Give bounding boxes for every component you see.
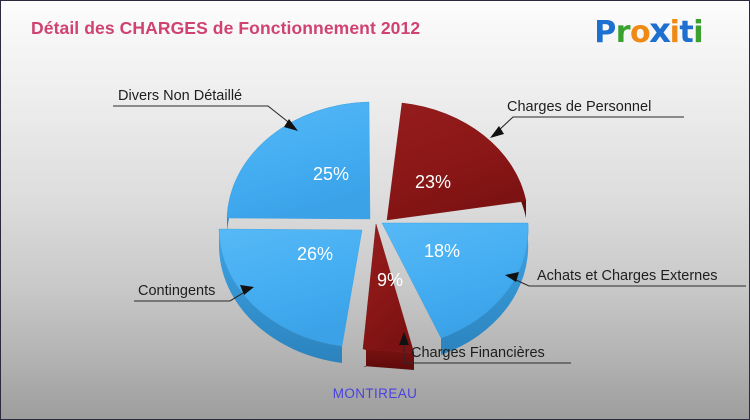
pie-slice-personnel[interactable]: 23% [386,102,527,221]
callout-financieres-arrow [399,332,409,345]
pie-slice-achats[interactable]: 18% [381,222,529,355]
callout-achats-label: Achats et Charges Externes [537,268,718,284]
callout-contingents[interactable]: Contingents [134,283,254,302]
callout-contingents-arrow [240,285,254,295]
pie-slice-financieres-value: 9% [377,270,403,290]
logo-letter-x: x [649,11,671,51]
pie-slice-contingents-top [218,228,363,347]
logo-letter-o: o [630,15,651,50]
pie-slice-achats-value: 18% [424,241,460,261]
logo-letter-p: P [594,15,616,50]
callout-contingents-label: Contingents [138,283,215,299]
callout-personnel[interactable]: Charges de Personnel [490,99,684,138]
logo-letter-i1: i [669,15,680,50]
callout-divers-leader [113,105,293,126]
logo-letter-r: r [615,15,631,50]
pie-slice-divers-value: 25% [313,164,349,184]
pie-slice-contingents-value: 26% [297,244,333,264]
callout-achats-arrow [505,272,519,282]
pie-slice-personnel-top [386,102,527,221]
page-title: Détail des CHARGES de Fonctionnement 201… [31,18,421,38]
callout-divers[interactable]: Divers Non Détaillé [113,88,298,131]
pie-slice-achats-top [381,222,529,339]
logo-letter-t: t [679,15,694,50]
callout-divers-arrow [284,119,298,131]
pie-slice-achats-side [441,223,529,355]
callout-contingents-leader [134,292,244,302]
callout-financieres-label: Charges Financières [411,345,545,361]
footer-city-name: MONTIREAU [332,386,418,401]
callout-financieres-leader [403,342,571,364]
pie-slice-financieres-top [362,223,415,354]
logo-letter-i2: i [693,15,703,50]
callout-personnel-label: Charges de Personnel [507,99,651,115]
pie-slice-divers-top [226,101,371,220]
pie-slice-financieres-side [363,349,414,370]
pie-slice-divers[interactable]: 25% [226,101,371,235]
callout-achats-leader [515,279,746,287]
callout-personnel-leader [497,116,684,132]
callout-personnel-arrow [490,126,504,138]
pie-slice-personnel-value: 23% [415,172,451,192]
proxiti-logo[interactable]: Proxiti [594,11,703,51]
pie-slice-contingents[interactable]: 26% [218,228,363,363]
pie-slice-financieres[interactable]: 9% [362,223,415,370]
callout-achats[interactable]: Achats et Charges Externes [505,268,746,287]
pie-slice-contingents-side [219,229,342,363]
callout-divers-label: Divers Non Détaillé [118,88,242,104]
callout-financieres[interactable]: Charges Financières [399,332,571,364]
